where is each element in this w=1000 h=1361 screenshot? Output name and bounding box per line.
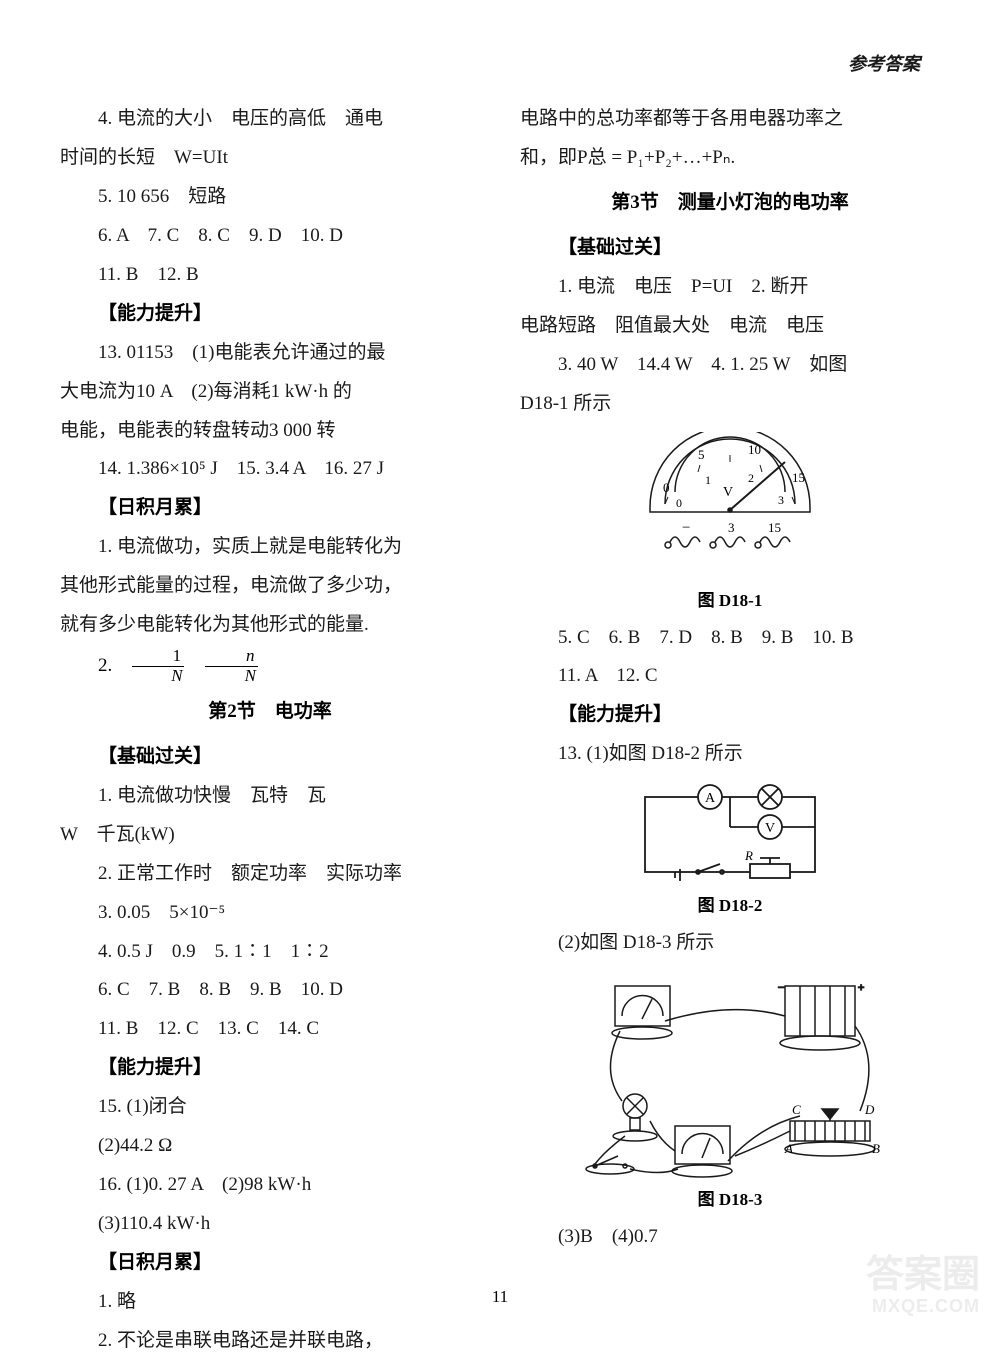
svg-text:−: −	[778, 982, 784, 994]
answer-4a: 4. 电流的大小 电压的高低 通电	[60, 100, 480, 139]
s3-a13b: (2)如图 D18-3 所示	[520, 924, 940, 963]
svg-text:5: 5	[698, 447, 705, 462]
svg-text:3: 3	[728, 520, 735, 535]
left-column: 4. 电流的大小 电压的高低 通电 时间的长短 W=UIt 5. 10 656 …	[60, 100, 480, 1361]
s2-a11: 11. B 12. C 13. C 14. C	[60, 1010, 480, 1049]
s2-a4: 4. 0.5 J 0.9 5. 1∶1 1∶2	[60, 933, 480, 972]
answer-6-10: 6. A 7. C 8. C 9. D 10. D	[60, 217, 480, 256]
acc-2-fractions: 2. 1N nN	[60, 645, 480, 687]
watermark-bottom: MXQE.COM	[866, 1297, 980, 1317]
svg-text:15: 15	[792, 470, 805, 485]
s3-a1a: 1. 电流 电压 P=UI 2. 断开	[520, 268, 940, 307]
s2-a15a: 15. (1)闭合	[60, 1088, 480, 1127]
svg-text:A: A	[705, 791, 716, 806]
acc-1a: 1. 电流做功，实质上就是电能转化为	[60, 528, 480, 567]
s3-a13c: (3)B (4)0.7	[520, 1218, 940, 1257]
s3-a3b: D18-1 所示	[520, 385, 940, 424]
section-2-heading: 第2节 电功率	[60, 693, 480, 732]
acc-1c: 就有多少电能转化为其他形式的能量.	[60, 606, 480, 645]
answer-13c: 电能，电能表的转盘转动3 000 转	[60, 412, 480, 451]
watermark-top: 答案圈	[866, 1255, 980, 1297]
answer-11-12: 11. B 12. B	[60, 256, 480, 295]
s2-a16b: (3)110.4 kW·h	[60, 1205, 480, 1244]
experiment-icon: −+	[560, 971, 900, 1181]
watermark: 答案圈 MXQE.COM	[866, 1255, 980, 1317]
s2-a2: 2. 正常工作时 额定功率 实际功率	[60, 855, 480, 894]
s2-a16a: 16. (1)0. 27 A (2)98 kW·h	[60, 1166, 480, 1205]
svg-text:V: V	[723, 485, 733, 500]
s2-d1: 1. 略	[60, 1283, 480, 1322]
right-column: 电路中的总功率都等于各用电器功率之 和，即P总 = P₁+P₂+…+Pₙ. 第3…	[520, 100, 940, 1361]
answer-13b: 大电流为10 A (2)每消耗1 kW·h 的	[60, 373, 480, 412]
s2-d2: 2. 不论是串联电路还是并联电路，	[60, 1322, 480, 1361]
svg-text:0: 0	[676, 496, 682, 510]
answer-14-16: 14. 1.386×10⁵ J 15. 3.4 A 16. 27 J	[60, 450, 480, 489]
answer-4b: 时间的长短 W=UIt	[60, 139, 480, 178]
fraction-n-over-N: nN	[204, 647, 259, 685]
s3-a11: 11. A 12. C	[520, 657, 940, 696]
sec2-ability: 【能力提升】	[60, 1049, 480, 1088]
content-wrapper: 4. 电流的大小 电压的高低 通电 时间的长短 W=UIt 5. 10 656 …	[60, 100, 940, 1361]
svg-text:C: C	[792, 1102, 801, 1117]
answer-13a: 13. 01153 (1)电能表允许通过的最	[60, 334, 480, 373]
svg-text:+: +	[858, 982, 864, 994]
svg-text:A: A	[784, 1141, 793, 1156]
svg-text:V: V	[765, 821, 775, 836]
svg-text:−: −	[682, 520, 690, 536]
fig1-caption: 图 D18-1	[520, 586, 940, 611]
page-header: 参考答案	[848, 50, 920, 76]
fig3-caption: 图 D18-3	[520, 1185, 940, 1210]
s2-a6: 6. C 7. B 8. B 9. B 10. D	[60, 971, 480, 1010]
acc-1b: 其他形式能量的过程，电流做了多少功，	[60, 567, 480, 606]
sec3-ability: 【能力提升】	[520, 696, 940, 735]
figure-d18-3: −+	[520, 971, 940, 1210]
voltmeter-icon: 0 5 10 15 0 1 2 3 V − 3 15	[620, 432, 840, 582]
s3-a13: 13. (1)如图 D18-2 所示	[520, 735, 940, 774]
subheading-accumulation-1: 【日积月累】	[60, 489, 480, 528]
sec2-basics: 【基础过关】	[60, 738, 480, 777]
r-cont-b: 和，即P总 = P₁+P₂+…+Pₙ.	[520, 139, 940, 178]
svg-text:3: 3	[778, 493, 784, 507]
s2-a1a: 1. 电流做功快慢 瓦特 瓦	[60, 777, 480, 816]
svg-text:1: 1	[705, 473, 711, 487]
svg-text:15: 15	[768, 520, 781, 535]
circuit-icon: A V R	[620, 782, 840, 887]
s3-a5: 5. C 6. B 7. D 8. B 9. B 10. B	[520, 619, 940, 658]
s3-a3: 3. 40 W 14.4 W 4. 1. 25 W 如图	[520, 346, 940, 385]
svg-text:10: 10	[748, 442, 761, 457]
figure-d18-1: 0 5 10 15 0 1 2 3 V − 3 15	[520, 432, 940, 611]
svg-text:B: B	[872, 1141, 880, 1156]
fig2-caption: 图 D18-2	[520, 891, 940, 916]
svg-text:2: 2	[748, 471, 754, 485]
svg-text:R: R	[744, 848, 753, 863]
svg-text:0: 0	[663, 480, 670, 495]
r-cont-a: 电路中的总功率都等于各用电器功率之	[520, 100, 940, 139]
section-3-heading: 第3节 测量小灯泡的电功率	[520, 184, 940, 223]
answer-5: 5. 10 656 短路	[60, 178, 480, 217]
sec3-basics: 【基础过关】	[520, 229, 940, 268]
s2-a1b: W 千瓦(kW)	[60, 816, 480, 855]
sec2-accumulation: 【日积月累】	[60, 1244, 480, 1283]
s2-a15b: (2)44.2 Ω	[60, 1127, 480, 1166]
svg-text:D: D	[864, 1102, 875, 1117]
figure-d18-2: A V R 图 D18-2	[520, 782, 940, 916]
page-number: 11	[492, 1287, 508, 1307]
s3-a1b: 电路短路 阻值最大处 电流 电压	[520, 307, 940, 346]
s2-a3: 3. 0.05 5×10⁻⁵	[60, 894, 480, 933]
subheading-ability-1: 【能力提升】	[60, 295, 480, 334]
fraction-1-over-N: 1N	[130, 647, 185, 685]
